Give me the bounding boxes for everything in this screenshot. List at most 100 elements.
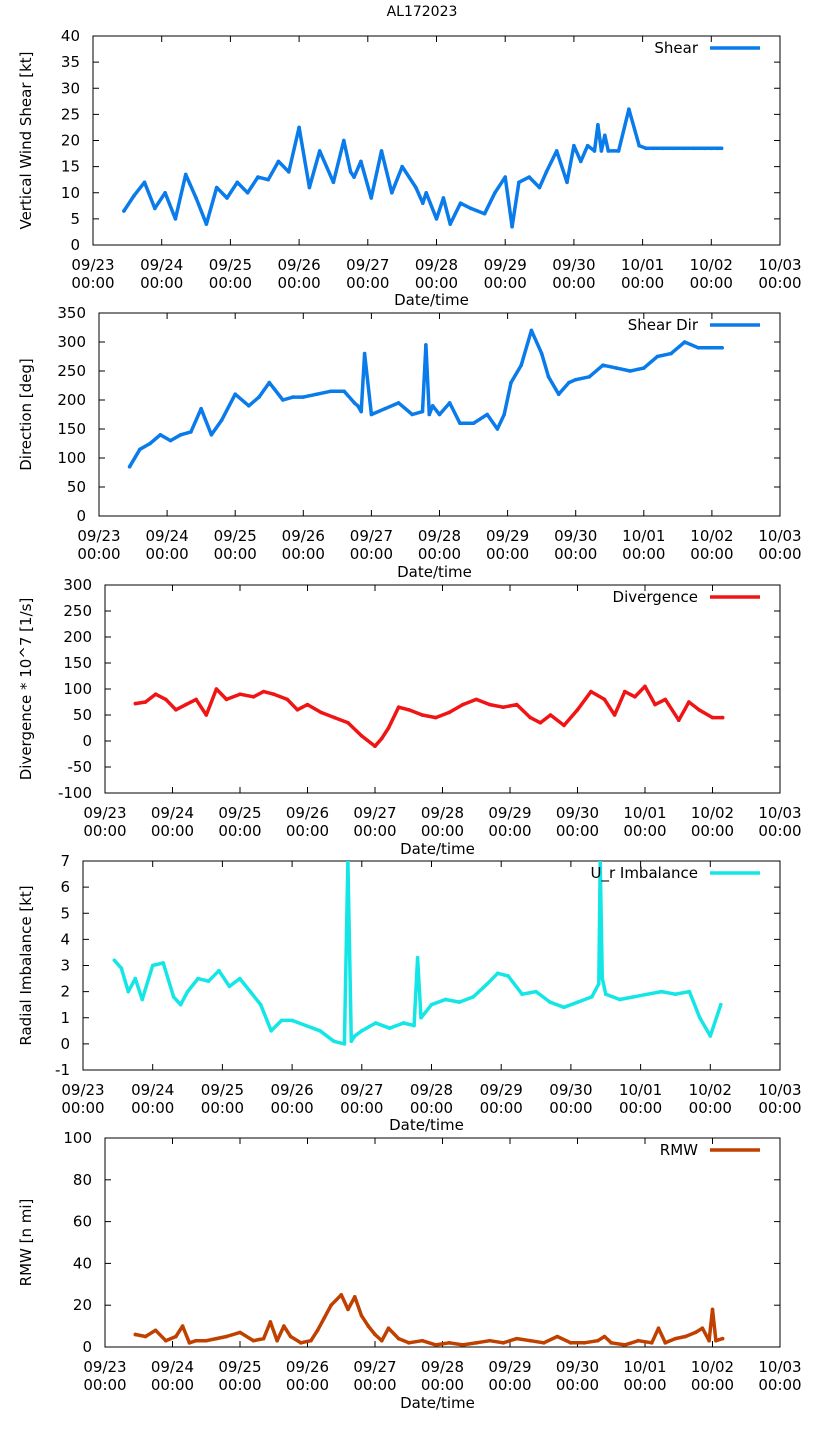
x-tick-label-date: 09/25 xyxy=(218,1358,261,1376)
data-point xyxy=(501,705,506,709)
data-point xyxy=(555,1334,560,1339)
y-tick-label: 0 xyxy=(82,1338,92,1356)
data-point xyxy=(622,1343,627,1347)
data-point xyxy=(573,377,578,382)
data-point xyxy=(517,180,521,185)
data-point xyxy=(414,185,418,190)
y-tick-label: 5 xyxy=(60,904,70,922)
data-point xyxy=(663,697,668,702)
data-point xyxy=(238,1330,242,1335)
y-axis-label: Vertical Wind Shear [kt] xyxy=(17,51,35,229)
x-tick-label-time: 00:00 xyxy=(486,545,529,563)
data-point xyxy=(185,989,190,994)
data-point xyxy=(458,201,463,205)
y-tick-label: 6 xyxy=(60,878,70,896)
data-point xyxy=(487,702,492,707)
data-point xyxy=(609,1341,614,1345)
data-point xyxy=(276,159,281,164)
legend-label: Divergence xyxy=(613,588,698,606)
data-point xyxy=(434,217,439,221)
x-tick-label-date: 09/29 xyxy=(486,527,529,545)
x-tick-label-time: 00:00 xyxy=(552,274,595,292)
x-tick-label-date: 09/24 xyxy=(151,804,194,822)
data-point xyxy=(554,149,559,153)
data-point xyxy=(676,718,681,722)
data-point xyxy=(339,1292,344,1297)
data-point xyxy=(598,861,602,863)
data-point xyxy=(251,1338,256,1343)
data-point xyxy=(352,175,356,179)
y-tick-label: 0 xyxy=(70,236,80,254)
x-tick-label-date: 10/03 xyxy=(758,256,801,274)
data-point xyxy=(471,995,476,999)
data-point xyxy=(592,149,597,153)
data-point xyxy=(649,1341,654,1345)
data-point xyxy=(275,1338,279,1343)
x-tick-label-time: 00:00 xyxy=(421,822,464,840)
plot-frame xyxy=(104,584,781,794)
data-point xyxy=(528,1338,533,1343)
data-point xyxy=(369,412,374,417)
y-tick-label: 200 xyxy=(63,628,92,646)
data-point xyxy=(238,692,242,696)
y-tick-label: 50 xyxy=(67,478,86,496)
data-point xyxy=(495,427,500,431)
data-point xyxy=(693,1330,698,1335)
data-point xyxy=(126,989,131,994)
data-point xyxy=(304,1023,308,1028)
data-point xyxy=(651,146,655,151)
data-point xyxy=(520,992,524,997)
y-tick-label: 25 xyxy=(61,105,80,123)
data-point xyxy=(319,710,323,715)
x-tick-label-time: 00:00 xyxy=(151,1376,194,1394)
y-tick-label: -1 xyxy=(55,1061,70,1079)
data-point xyxy=(174,708,178,712)
y-tick-label: 2 xyxy=(60,983,70,1001)
data-point xyxy=(415,955,420,960)
data-point xyxy=(596,981,601,986)
data-point xyxy=(655,354,660,359)
x-tick-label-time: 00:00 xyxy=(270,1099,313,1117)
y-tick-label: -100 xyxy=(58,784,92,802)
data-point xyxy=(161,961,165,965)
x-tick-label-time: 00:00 xyxy=(201,1099,244,1117)
page-title: AL172023 xyxy=(387,4,458,20)
x-tick-label-date: 09/26 xyxy=(286,1358,329,1376)
x-tick-label-date: 09/26 xyxy=(286,804,329,822)
plot-frame xyxy=(82,860,781,1071)
x-tick-label-date: 10/02 xyxy=(690,527,733,545)
data-point xyxy=(710,715,715,720)
y-tick-label: 1 xyxy=(60,1009,70,1027)
y-tick-label: 35 xyxy=(61,53,80,71)
x-tick-label-date: 09/27 xyxy=(353,1358,396,1376)
data-point xyxy=(400,164,404,169)
y-axis-label: Radial Imbalance [kt] xyxy=(17,885,35,1045)
x-tick-label-time: 00:00 xyxy=(689,1099,732,1117)
x-axis-label: Date/time xyxy=(397,563,472,581)
data-point xyxy=(282,1324,286,1328)
data-point xyxy=(603,133,607,138)
data-point xyxy=(214,185,219,190)
x-tick-label-time: 00:00 xyxy=(418,545,461,563)
data-point xyxy=(700,1326,705,1330)
data-point xyxy=(360,1029,364,1033)
data-point xyxy=(702,146,707,151)
data-point xyxy=(194,196,198,200)
data-point xyxy=(671,146,676,151)
x-axis-label: Date/time xyxy=(389,1116,464,1134)
data-point xyxy=(556,392,561,397)
data-point xyxy=(219,418,224,423)
data-point xyxy=(720,346,724,350)
data-point xyxy=(548,713,553,717)
data-point xyxy=(352,401,357,405)
x-tick-label-time: 00:00 xyxy=(346,274,389,292)
data-point xyxy=(420,409,425,414)
data-point xyxy=(519,363,524,368)
data-point xyxy=(599,149,604,153)
data-point xyxy=(295,708,300,712)
x-tick-label-time: 00:00 xyxy=(145,545,188,563)
data-point xyxy=(437,412,442,417)
data-point xyxy=(214,687,219,691)
x-tick-label-date: 09/29 xyxy=(484,256,527,274)
